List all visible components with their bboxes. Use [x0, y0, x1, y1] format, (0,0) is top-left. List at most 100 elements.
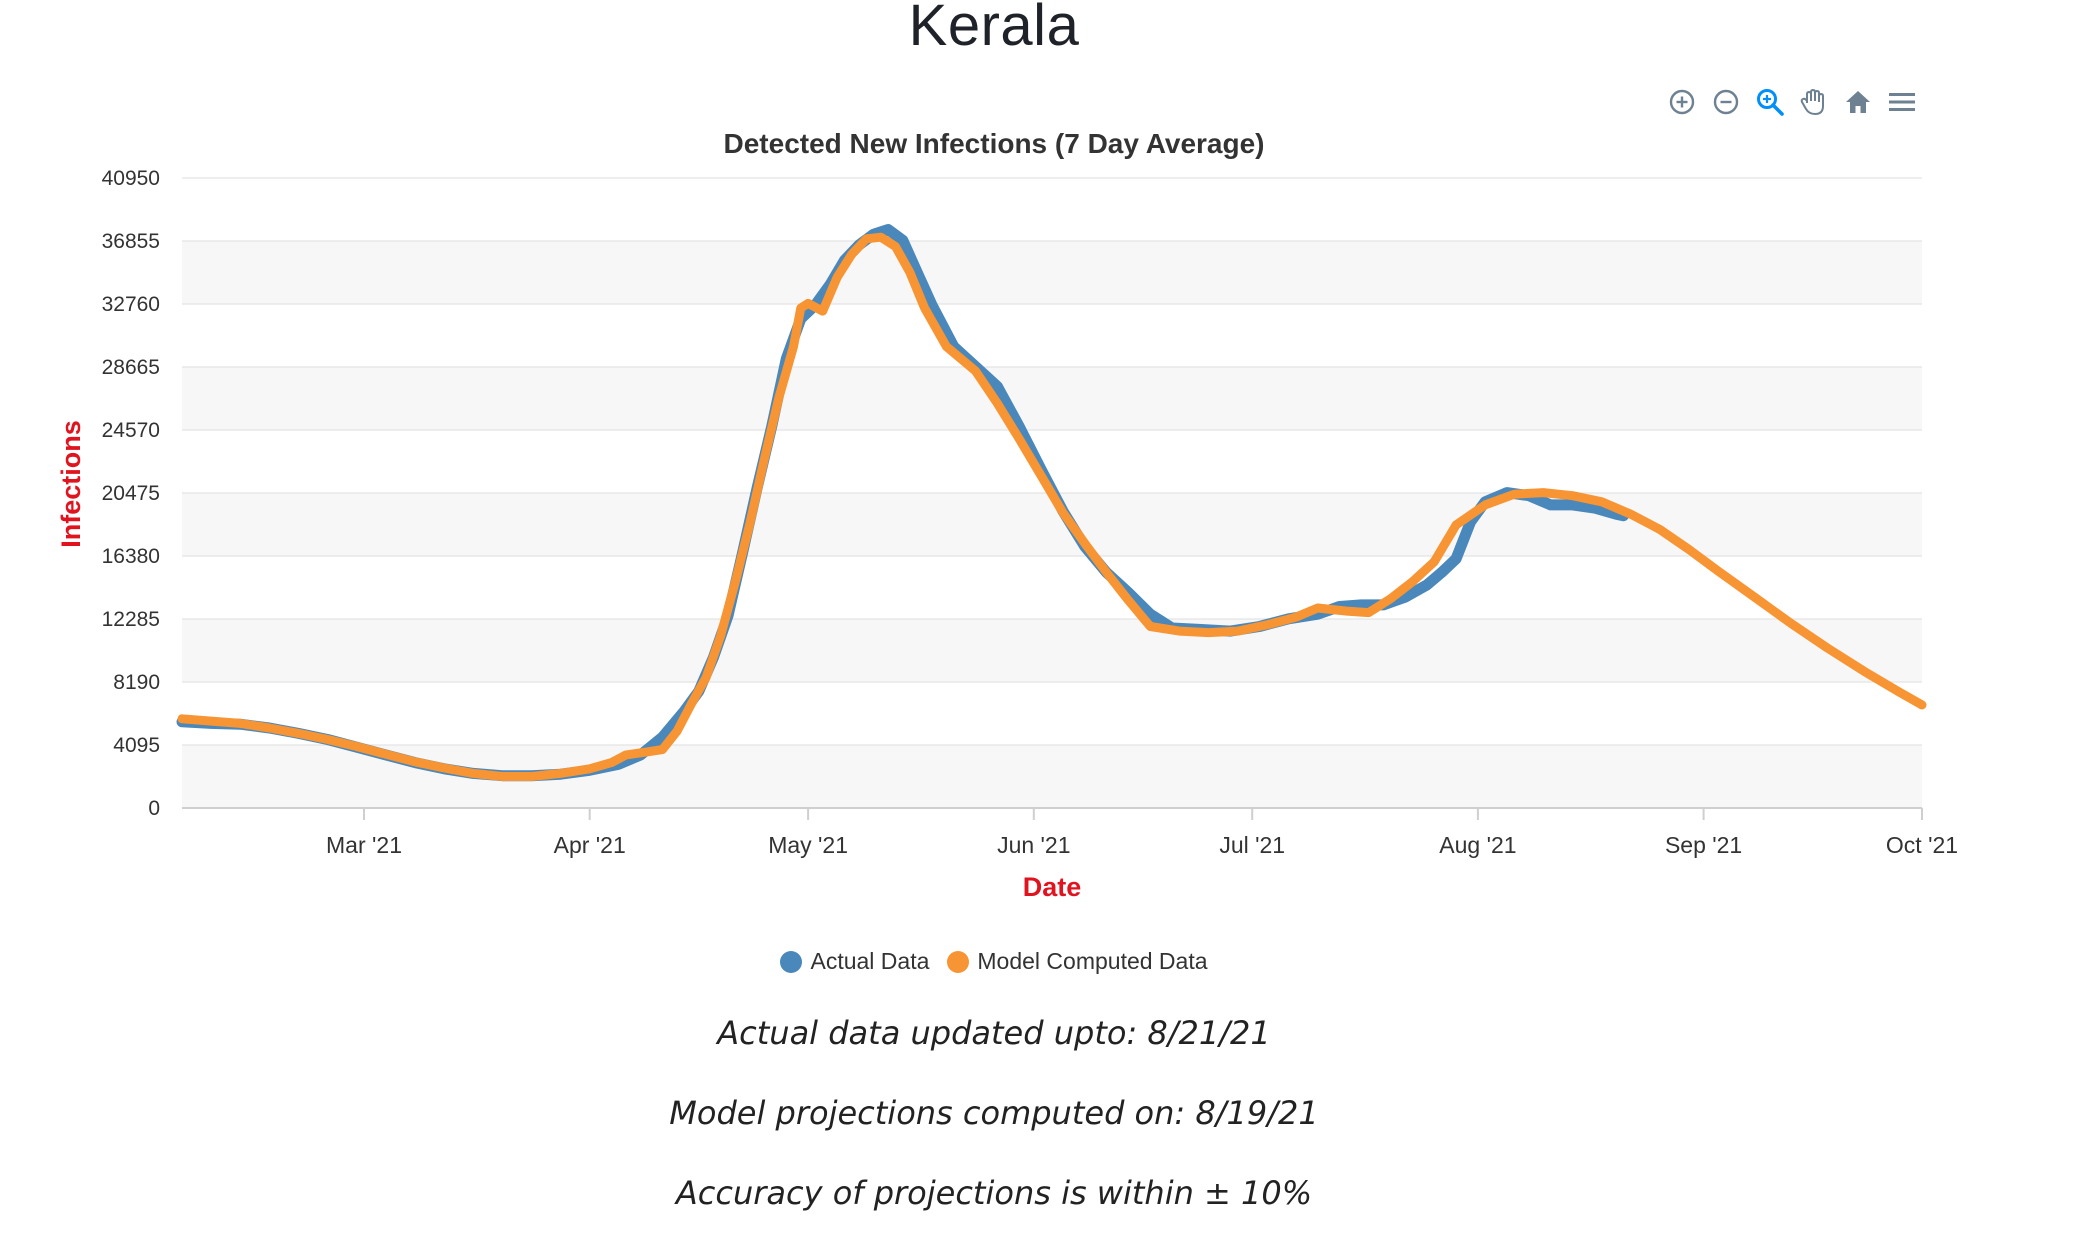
y-tick-label: 8190 [113, 671, 160, 694]
data-updated-note: Actual data updated upto: 8/21/21 [717, 1014, 1271, 1052]
data-point-model [1750, 593, 1759, 601]
data-point-actual [1400, 592, 1410, 602]
data-point-actual [883, 225, 893, 234]
data-point-model [1059, 508, 1067, 517]
y-tick-label: 12285 [102, 608, 160, 631]
data-point-model [382, 750, 390, 758]
reset-zoom-button[interactable] [1842, 86, 1874, 118]
data-point-model [658, 745, 667, 754]
data-point-model [1481, 501, 1489, 509]
data-point-model [585, 765, 594, 773]
zoom-out-icon [1713, 89, 1739, 115]
data-point-model [1037, 471, 1045, 480]
data-point-actual [1546, 500, 1556, 510]
data-point-model [644, 748, 652, 756]
x-axis-ticks: Mar '21 Apr '21 May '21 Jun '21 Jul '21 Aug '… [326, 808, 1958, 858]
grid-band [182, 241, 1922, 304]
zoom-in-button[interactable] [1666, 86, 1698, 118]
model-computed-note: Model projections computed on: 8/19/21 [669, 1094, 1319, 1132]
data-point-model [1656, 525, 1664, 534]
data-point-model [1175, 627, 1184, 635]
data-point-model [1204, 628, 1213, 637]
data-point-actual [1451, 554, 1461, 564]
y-tick-label: 20475 [102, 482, 160, 505]
x-tick-label: May '21 [768, 832, 848, 858]
data-point-model [1292, 613, 1300, 621]
data-point-model [207, 717, 215, 725]
data-point-model [1343, 607, 1351, 615]
data-point-model [178, 715, 186, 723]
x-tick-label: Oct '21 [1886, 832, 1958, 858]
data-point-actual [898, 235, 908, 245]
data-point-model [1860, 667, 1868, 675]
data-point-model [265, 724, 274, 732]
data-point-model [1510, 490, 1519, 499]
legend-marker-model [947, 950, 970, 973]
data-point-model [818, 307, 827, 315]
line-chart[interactable]: Detected New Infections (7 Day Average) … [0, 0, 2080, 960]
data-point-model [971, 367, 980, 375]
data-point-model [411, 758, 419, 766]
x-tick-label: Apr '21 [554, 832, 626, 858]
data-point-model [1386, 595, 1395, 603]
legend-label-actual: Actual Data [810, 948, 930, 974]
menu-button[interactable] [1886, 86, 1918, 118]
data-point-model [993, 399, 1002, 408]
y-tick-label: 32760 [102, 293, 160, 316]
data-point-model [1263, 621, 1271, 629]
zoom-in-icon [1669, 89, 1695, 115]
data-point-model [731, 578, 740, 586]
data-point-model [607, 758, 616, 767]
data-point-model [1124, 596, 1133, 605]
selection-zoom-icon [1757, 89, 1784, 116]
series-group [176, 224, 1927, 782]
chart-title: Detected New Infections (7 Day Average) [724, 128, 1265, 159]
data-point-model [622, 751, 630, 759]
y-tick-label: 0 [148, 797, 160, 820]
data-point-model [1408, 578, 1417, 586]
data-point-model [1714, 567, 1722, 575]
data-point-model [848, 250, 856, 258]
data-point-model [1233, 627, 1242, 635]
x-axis-label: Date [1023, 872, 1082, 902]
data-point-model [920, 304, 929, 312]
y-tick-label: 40950 [102, 167, 160, 190]
data-point-model [1823, 644, 1832, 652]
data-point-model [1081, 539, 1089, 548]
data-point-model [673, 727, 681, 735]
data-point-model [862, 235, 871, 243]
legend-item-actual[interactable]: Actual Data [780, 948, 929, 975]
data-point-actual [1437, 568, 1446, 578]
grid-band [182, 745, 1922, 808]
data-point-model [804, 299, 812, 308]
legend-marker-actual [780, 950, 803, 973]
y-tick-label: 4095 [113, 734, 160, 757]
data-point-model [1539, 488, 1548, 497]
legend-item-model[interactable]: Model Computed Data [947, 948, 1208, 975]
chart-toolbar [1666, 84, 1918, 120]
data-point-model [352, 742, 361, 751]
data-point-model [1685, 545, 1693, 554]
data-point-model [789, 342, 798, 351]
data-point-model [1102, 568, 1111, 577]
data-point-model [1015, 435, 1023, 443]
zoom-out-button[interactable] [1710, 86, 1742, 118]
data-point-actual [1145, 609, 1155, 619]
pan-button[interactable] [1798, 86, 1830, 118]
data-point-model [1146, 622, 1155, 631]
data-point-model [833, 273, 841, 282]
data-point-model [687, 699, 696, 708]
grid-bands [182, 241, 1922, 808]
grid-band [182, 619, 1922, 682]
selection-zoom-button[interactable] [1754, 86, 1786, 118]
data-point-actual [1589, 503, 1599, 513]
menu-icon [1889, 93, 1915, 111]
data-point-model [716, 631, 725, 640]
data-point-model [1627, 510, 1635, 518]
data-point-model [797, 304, 805, 312]
data-point-model [877, 233, 885, 241]
data-point-model [236, 719, 244, 728]
x-tick-label: Mar '21 [326, 832, 402, 858]
data-point-model [294, 729, 303, 738]
data-point-model [1918, 701, 1926, 709]
